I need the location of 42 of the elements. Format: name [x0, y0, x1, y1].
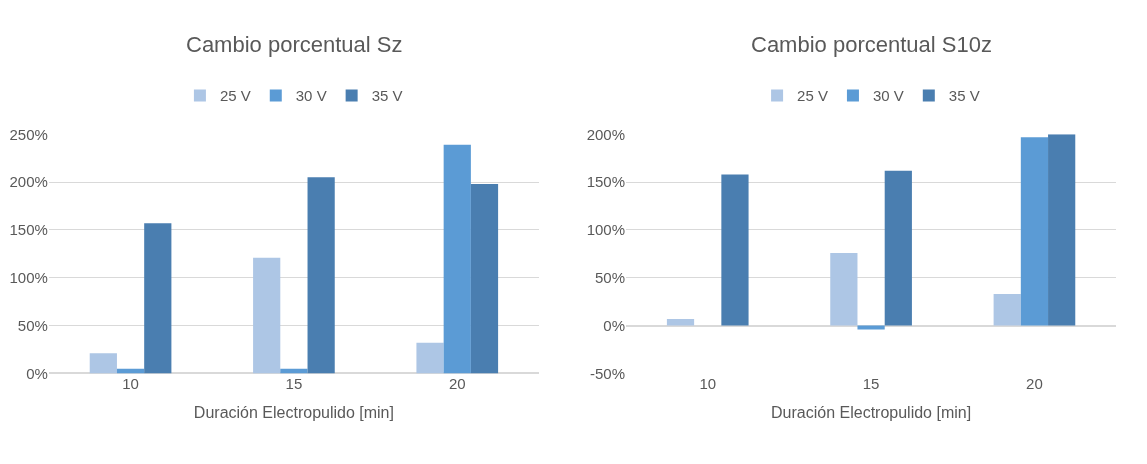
- x-axis-title: Duración Electropulido [min]: [771, 404, 972, 422]
- x-tick-label: 15: [862, 375, 880, 393]
- bar: [470, 184, 499, 374]
- bar: [443, 144, 471, 374]
- x-tick-label: 20: [1026, 375, 1043, 393]
- bar: [884, 170, 912, 326]
- x-tick-label: 10: [699, 375, 717, 393]
- y-tick-label: 200%: [586, 125, 626, 143]
- y-tick-label: 50%: [17, 316, 48, 334]
- y-tick-label: 150%: [9, 221, 48, 239]
- y-tick-label: 100%: [9, 269, 48, 287]
- y-tick-label: 100%: [586, 221, 626, 239]
- y-tick-label: 50%: [595, 269, 626, 287]
- bar: [1048, 134, 1076, 326]
- y-tick-label: -50%: [590, 364, 626, 382]
- chart-title: Cambio porcentual S10z: [751, 32, 992, 57]
- bar: [89, 353, 117, 374]
- y-tick-label: 250%: [9, 125, 48, 143]
- bar: [721, 174, 749, 326]
- legend-label: 35 V: [371, 87, 403, 105]
- bar: [144, 223, 172, 374]
- x-tick-label: 15: [285, 375, 303, 393]
- y-tick-label: 0%: [603, 316, 626, 334]
- y-tick-label: 0%: [26, 364, 48, 382]
- chart-title: Cambio porcentual Sz: [186, 32, 403, 57]
- bar: [307, 177, 335, 374]
- x-tick-label: 10: [122, 375, 139, 393]
- y-tick-label: 200%: [9, 173, 48, 191]
- legend-label: 30 V: [295, 87, 327, 105]
- bar: [666, 318, 695, 326]
- legend-label: 25 V: [797, 87, 828, 105]
- bar: [253, 257, 281, 374]
- bar: [830, 252, 858, 326]
- bar: [1020, 137, 1049, 326]
- bar: [993, 294, 1021, 326]
- legend-label: 25 V: [219, 87, 251, 105]
- legend-label: 30 V: [872, 87, 904, 105]
- bar: [416, 342, 444, 374]
- x-tick-label: 20: [448, 375, 466, 393]
- y-tick-label: 150%: [586, 173, 626, 191]
- legend-label: 35 V: [948, 87, 980, 105]
- x-axis-title: Duración Electropulido [min]: [193, 404, 394, 422]
